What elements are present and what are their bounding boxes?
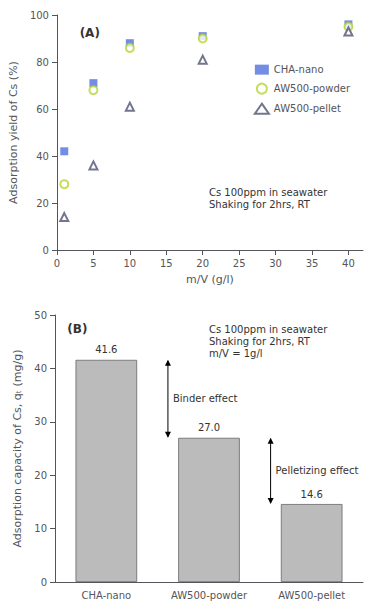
svg-text:CHA-nano: CHA-nano xyxy=(82,590,132,601)
svg-text:41.6: 41.6 xyxy=(95,344,117,355)
svg-text:5: 5 xyxy=(90,258,96,269)
svg-text:CHA-nano: CHA-nano xyxy=(274,64,324,75)
svg-text:27.0: 27.0 xyxy=(198,422,220,433)
svg-text:80: 80 xyxy=(36,57,49,68)
svg-text:20: 20 xyxy=(36,198,49,209)
svg-text:0: 0 xyxy=(54,258,60,269)
svg-text:Pelletizing effect: Pelletizing effect xyxy=(276,465,359,476)
svg-text:50: 50 xyxy=(34,310,47,321)
svg-text:10: 10 xyxy=(123,258,136,269)
svg-text:m/V (g/l): m/V (g/l) xyxy=(186,273,234,286)
svg-text:Shaking for 2hrs, RT: Shaking for 2hrs, RT xyxy=(209,199,311,210)
svg-text:15: 15 xyxy=(160,258,173,269)
svg-text:10: 10 xyxy=(34,523,47,534)
svg-text:30: 30 xyxy=(269,258,282,269)
svg-text:40: 40 xyxy=(342,258,355,269)
svg-text:100: 100 xyxy=(30,10,49,21)
svg-text:AW500-powder: AW500-powder xyxy=(171,590,248,601)
svg-text:35: 35 xyxy=(306,258,319,269)
svg-text:20: 20 xyxy=(34,470,47,481)
svg-text:AW500-pellet: AW500-pellet xyxy=(278,590,345,601)
svg-text:Binder effect: Binder effect xyxy=(173,393,237,404)
svg-text:Cs 100ppm in seawater: Cs 100ppm in seawater xyxy=(209,324,328,335)
svg-text:20: 20 xyxy=(196,258,209,269)
svg-text:(B): (B) xyxy=(67,322,87,336)
svg-text:AW500-powder: AW500-powder xyxy=(274,83,351,94)
svg-text:(A): (A) xyxy=(80,26,100,40)
svg-text:Cs 100ppm in seawater: Cs 100ppm in seawater xyxy=(209,187,328,198)
svg-text:m/V = 1g/l: m/V = 1g/l xyxy=(209,348,263,359)
svg-text:14.6: 14.6 xyxy=(301,489,323,500)
svg-text:25: 25 xyxy=(233,258,246,269)
svg-text:30: 30 xyxy=(34,416,47,427)
svg-text:0: 0 xyxy=(41,577,47,588)
svg-text:Adsorption capacity of Cs, qₜ: Adsorption capacity of Cs, qₜ (mg/g) xyxy=(11,350,24,548)
svg-text:Shaking for 2hrs, RT: Shaking for 2hrs, RT xyxy=(209,336,311,347)
svg-text:40: 40 xyxy=(34,363,47,374)
svg-text:40: 40 xyxy=(36,151,49,162)
svg-text:60: 60 xyxy=(36,104,49,115)
svg-text:0: 0 xyxy=(43,245,49,256)
svg-text:Adsorption yield of Cs (%): Adsorption yield of Cs (%) xyxy=(7,61,20,204)
svg-text:AW500-pellet: AW500-pellet xyxy=(274,103,341,114)
